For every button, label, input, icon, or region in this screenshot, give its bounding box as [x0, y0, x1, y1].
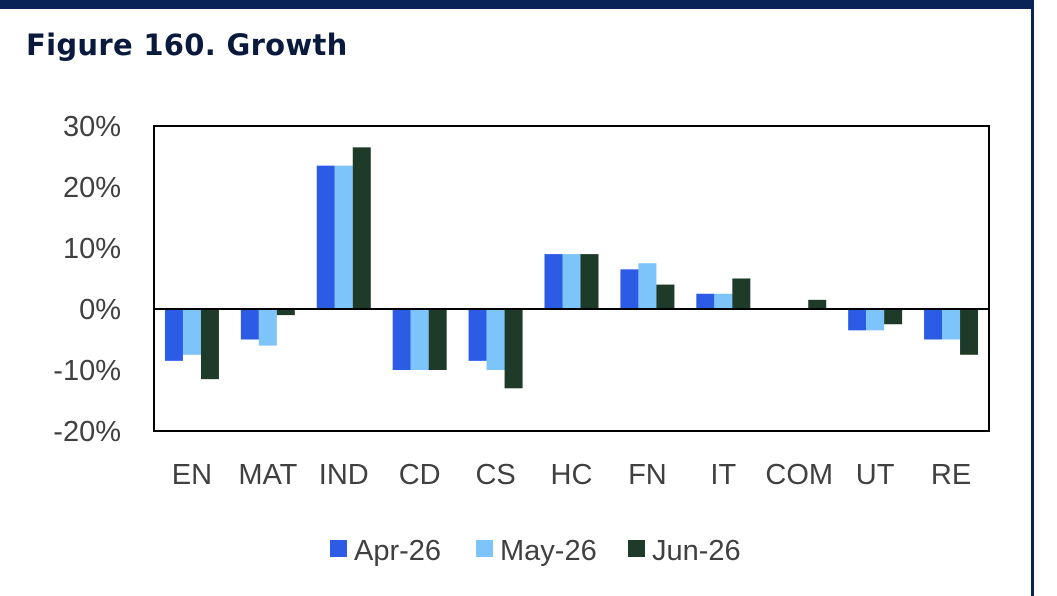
y-tick-label: -10% — [53, 355, 121, 387]
x-tick-label: EN — [172, 459, 212, 491]
bar-apr-26-ut — [848, 309, 867, 331]
bar-apr-26-mat — [240, 309, 259, 340]
header-bar — [0, 0, 1034, 9]
legend-swatch-may-26 — [476, 540, 493, 557]
bar-may-26-ut — [866, 309, 885, 331]
bar-apr-26-cd — [392, 309, 411, 370]
x-tick-label: UT — [856, 459, 895, 491]
bar-apr-26-it — [696, 293, 715, 309]
bar-jun-26-ut — [884, 309, 903, 325]
bar-may-26-fn — [638, 263, 657, 309]
bar-jun-26-ind — [352, 147, 371, 309]
bar-apr-26-re — [924, 309, 943, 340]
y-tick-label: -20% — [53, 416, 121, 448]
bar-jun-26-re — [960, 309, 979, 355]
y-tick-label: 20% — [63, 172, 121, 204]
bar-jun-26-en — [200, 309, 219, 380]
bar-may-26-it — [714, 293, 733, 309]
bar-apr-26-fn — [620, 269, 639, 309]
x-tick-label: CD — [399, 459, 441, 491]
bar-apr-26-en — [164, 309, 183, 361]
bar-may-26-cs — [486, 309, 505, 370]
bar-may-26-hc — [562, 254, 581, 309]
legend-label: May-26 — [500, 535, 597, 567]
bar-may-26-ind — [334, 165, 353, 309]
x-tick-label: CS — [475, 459, 515, 491]
bar-may-26-mat — [258, 309, 277, 346]
bar-may-26-re — [942, 309, 961, 340]
y-tick-label: 30% — [63, 111, 121, 143]
legend-swatch-apr-26 — [330, 540, 347, 557]
x-tick-label: COM — [765, 459, 833, 491]
page-right-border — [1031, 0, 1034, 596]
x-tick-label: FN — [628, 459, 667, 491]
bar-apr-26-hc — [544, 254, 563, 309]
y-tick-label: 10% — [63, 233, 121, 265]
bar-jun-26-mat — [276, 309, 295, 316]
bar-may-26-en — [182, 309, 201, 355]
legend-swatch-jun-26 — [628, 540, 645, 557]
figure-title: Figure 160. Growth — [26, 28, 348, 62]
bar-apr-26-cs — [468, 309, 487, 361]
bar-jun-26-fn — [656, 284, 675, 309]
x-tick-label: HC — [551, 459, 593, 491]
bar-jun-26-hc — [580, 254, 599, 309]
x-tick-label: IT — [710, 459, 736, 491]
legend-label: Jun-26 — [652, 535, 741, 567]
bar-jun-26-it — [732, 278, 751, 309]
x-tick-label: IND — [319, 459, 369, 491]
bar-may-26-cd — [410, 309, 429, 370]
bar-jun-26-cd — [428, 309, 447, 370]
legend-label: Apr-26 — [354, 535, 441, 567]
bar-jun-26-com — [808, 299, 827, 309]
x-tick-label: RE — [931, 459, 971, 491]
bar-apr-26-ind — [316, 165, 335, 309]
y-tick-label: 0% — [79, 294, 121, 326]
plot-area — [153, 125, 990, 432]
bar-jun-26-cs — [504, 309, 523, 389]
x-tick-label: MAT — [238, 459, 297, 491]
